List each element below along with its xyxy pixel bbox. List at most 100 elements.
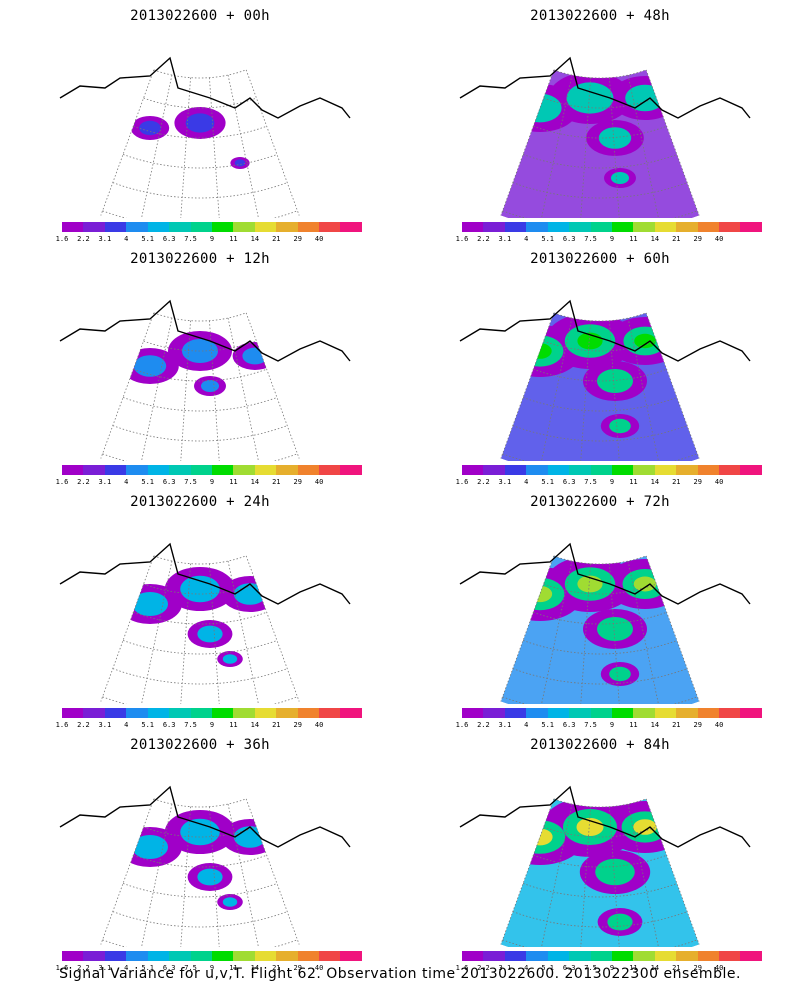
colorbar-segment [169, 708, 191, 718]
panel-title: 2013022600 + 24h [130, 494, 270, 510]
graticule [100, 312, 300, 461]
variance-field [118, 555, 300, 667]
colorbar-tick-label: 11 [629, 964, 638, 972]
colorbar-segment [569, 465, 591, 475]
panel-title: 2013022600 + 48h [530, 8, 670, 24]
colorbar-tick-label: 5.1 [141, 721, 155, 729]
colorbar-tick-label: 6.3 [562, 478, 576, 486]
colorbar-tick-label: 14 [250, 235, 260, 243]
colorbar-segment [104, 708, 127, 718]
polar-stereographic-map [459, 56, 751, 218]
colorbar-segment [697, 222, 720, 232]
colorbar [62, 951, 362, 961]
colorbar-segment [483, 222, 505, 232]
colorbar-tick-label: 7.5 [184, 964, 197, 972]
colorbar-tick-label: 11 [629, 478, 638, 486]
colorbar-tick-label: 40 [714, 964, 724, 972]
colorbar-segment [254, 465, 277, 475]
colorbar-segment [462, 708, 484, 718]
coastline [59, 785, 351, 848]
colorbar-tick-label: 5.1 [541, 235, 555, 243]
coastline [459, 542, 751, 605]
colorbar-segment [254, 222, 277, 232]
colorbar-tick-label: 29 [693, 721, 702, 729]
panel-title: 2013022600 + 60h [530, 251, 670, 267]
colorbar-tick-label: 2.2 [77, 721, 90, 729]
colorbar-tick-label: 29 [693, 235, 702, 243]
map-panel: 2013022600 + 72h 1.6 2.2 3.1 4 5.1 6.3 7.5 9 11 14… [400, 486, 800, 729]
colorbar-tick-label: 9 [209, 478, 215, 486]
colorbar-segment [319, 222, 341, 232]
colorbar-segment [697, 708, 720, 718]
colorbar-tick-label: 7.5 [184, 235, 197, 243]
colorbar-tick-label: 14 [650, 235, 660, 243]
colorbar-tick-label: 4 [524, 964, 529, 972]
colorbar-segment [104, 465, 127, 475]
colorbar-tick-label: 5.1 [141, 964, 155, 972]
colorbar-segment [504, 708, 527, 718]
colorbar-segment [719, 951, 741, 961]
map-panel: 2013022600 + 48h 1.6 2.2 3.1 4 5.1 6.3 7.5 9 11 14… [400, 0, 800, 243]
colorbar-segment [483, 951, 505, 961]
panel-title: 2013022600 + 84h [530, 737, 670, 753]
graticule [100, 69, 300, 218]
colorbar-segment [340, 951, 362, 961]
colorbar-labels: 1.6 2.2 3.1 4 5.1 6.3 7.5 9 11 14 21 29 40 [56, 721, 362, 731]
colorbar-tick-label: 21 [672, 964, 681, 972]
colorbar-tick-label: 21 [272, 478, 281, 486]
colorbar-tick-label: 21 [672, 478, 681, 486]
colorbar-tick-label: 1.6 [55, 478, 69, 486]
colorbar-tick-label: 40 [314, 478, 324, 486]
colorbar-tick-label: 14 [250, 478, 260, 486]
colorbar [462, 465, 762, 475]
colorbar-tick-label: 3.1 [98, 478, 112, 486]
map-panel: 2013022600 + 12h 1.6 2.2 3.1 4 5.1 6.3 7.5 9 11 14… [0, 243, 400, 486]
colorbar-segment [676, 222, 698, 232]
polar-stereographic-map [59, 542, 351, 704]
colorbar-segment [297, 708, 320, 718]
colorbar-tick-label: 14 [650, 478, 660, 486]
colorbar-segment [611, 708, 634, 718]
colorbar-tick-label: 9 [609, 721, 615, 729]
colorbar-segment [569, 951, 591, 961]
colorbar-tick-label: 5.1 [141, 235, 155, 243]
colorbar-segment [633, 465, 655, 475]
colorbar-tick-label: 6.3 [562, 721, 576, 729]
colorbar-segment [297, 951, 320, 961]
colorbar-tick-label: 6.3 [162, 721, 176, 729]
colorbar-segment [83, 465, 105, 475]
colorbar [62, 708, 362, 718]
colorbar-segment [740, 465, 762, 475]
colorbar-tick-label: 1.6 [55, 721, 69, 729]
colorbar-segment [547, 708, 570, 718]
colorbar-segment [462, 222, 484, 232]
colorbar-segment [126, 465, 148, 475]
colorbar-tick-label: 21 [272, 235, 281, 243]
colorbar-segment [211, 951, 234, 961]
colorbar-segment [526, 222, 548, 232]
colorbar-segment [654, 222, 677, 232]
polar-stereographic-map [459, 542, 751, 704]
colorbar-segment [233, 222, 255, 232]
colorbar-tick-label: 4 [124, 235, 129, 243]
colorbar-tick-label: 5.1 [541, 964, 555, 972]
colorbar-segment [633, 708, 655, 718]
colorbar-tick-label: 40 [714, 478, 724, 486]
colorbar-segment [547, 465, 570, 475]
colorbar-tick-label: 5.1 [541, 721, 555, 729]
colorbar-segment [62, 465, 84, 475]
coastline [459, 56, 751, 119]
colorbar [462, 222, 762, 232]
colorbar-tick-label: 21 [672, 721, 681, 729]
colorbar-tick-label: 2.2 [477, 721, 490, 729]
colorbar-segment [654, 465, 677, 475]
colorbar-labels: 1.6 2.2 3.1 4 5.1 6.3 7.5 9 11 14 21 29 40 [456, 235, 762, 245]
colorbar-tick-label: 7.5 [584, 721, 597, 729]
variance-field [118, 798, 300, 910]
colorbar-tick-label: 2.2 [477, 235, 490, 243]
colorbar-tick-label: 3.1 [498, 721, 512, 729]
colorbar-segment [190, 951, 212, 961]
colorbar-tick-label: 7.5 [584, 964, 597, 972]
polar-stereographic-map [59, 56, 351, 218]
colorbar-tick-label: 7.5 [184, 478, 197, 486]
